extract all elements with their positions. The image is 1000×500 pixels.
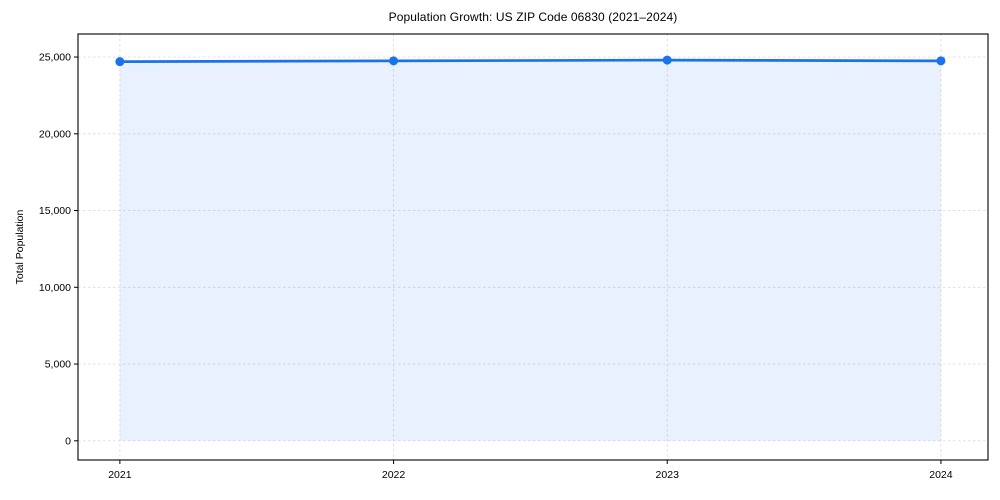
- data-points: [115, 55, 946, 67]
- x-tick-label: 2022: [382, 469, 406, 481]
- y-axis-label: Total Population: [14, 209, 26, 285]
- y-tick-label: 15,000: [39, 205, 71, 217]
- x-tick-label: 2021: [108, 469, 132, 481]
- area-fill: [119, 60, 941, 441]
- y-tick-label: 20,000: [39, 128, 71, 140]
- y-tick-label: 5,000: [45, 359, 71, 371]
- axes-frame: [77, 33, 989, 461]
- data-point-2021: [115, 57, 125, 67]
- data-point-2022: [389, 56, 399, 66]
- trend-line: [118, 58, 943, 63]
- y-tick-label: 10,000: [39, 282, 71, 294]
- x-tick-label: 2024: [929, 469, 953, 481]
- x-tick-label: 2023: [656, 469, 680, 481]
- chart-title: Population Growth: US ZIP Code 06830 (20…: [388, 10, 678, 24]
- x-axis-ticks: 2021 2022 2023 2024: [108, 460, 953, 481]
- gridlines: [78, 34, 988, 460]
- y-tick-label: 0: [65, 435, 71, 447]
- data-point-2024: [936, 56, 946, 66]
- y-tick-label: 25,000: [39, 52, 71, 64]
- data-point-2023: [662, 55, 672, 65]
- y-axis-ticks: 0 5,000 10,000 15,000 20,000 25,000: [39, 52, 78, 447]
